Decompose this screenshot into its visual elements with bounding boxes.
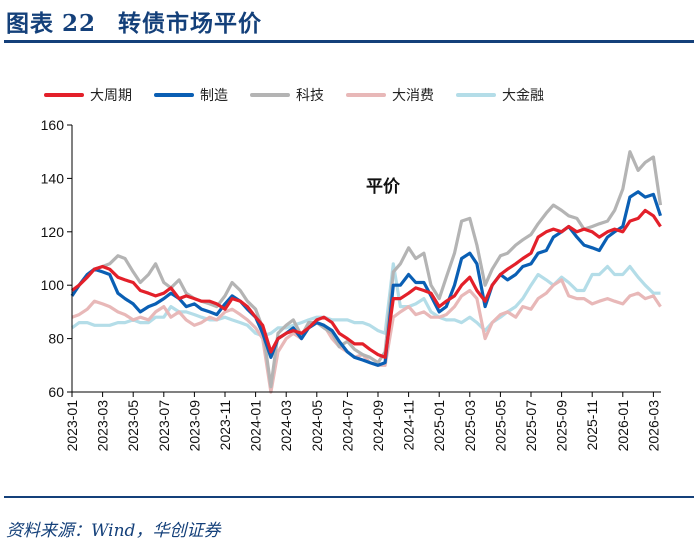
legend-item: 大消费 [346, 85, 434, 105]
x-tick-label: 2024-11 [401, 400, 417, 451]
x-tick-label: 2024-05 [309, 400, 325, 452]
legend: 大周期 制造 科技 大消费 大金融 [44, 85, 566, 105]
x-tick-label: 2025-05 [492, 400, 508, 452]
legend-swatch [456, 93, 496, 97]
figure-label: 图表 [6, 10, 54, 37]
legend-swatch [250, 93, 290, 97]
x-tick-label: 2024-09 [370, 400, 386, 452]
legend-item: 大金融 [456, 85, 544, 105]
legend-label: 大周期 [90, 88, 132, 104]
source-note: 资料来源：Wind，华创证券 [6, 521, 221, 541]
x-tick-label: 2025-07 [523, 400, 539, 452]
y-tick-label: 80 [48, 331, 64, 347]
chart-title: 转债市场平价 [118, 10, 263, 37]
x-tick-label: 2023-05 [125, 400, 141, 452]
x-tick-label: 2023-11 [217, 400, 233, 451]
legend-label: 制造 [200, 88, 228, 104]
legend-swatch [154, 93, 194, 97]
series-line-1 [71, 208, 662, 359]
legend-label: 科技 [296, 88, 324, 104]
legend-label: 大消费 [392, 88, 434, 104]
x-tick-label: 2025-03 [462, 400, 478, 452]
y-tick-label: 140 [41, 170, 65, 186]
y-tick-label: 60 [48, 384, 64, 400]
x-tick-label: 2023-07 [156, 400, 172, 452]
series-line-5 [71, 262, 661, 338]
series-line-4 [71, 278, 662, 394]
legend-item: 科技 [250, 85, 324, 105]
chart-plot: 60 80 100 120 140 160 2023-01 2023-03 2023-05 202… [41, 117, 663, 452]
x-tick-label: 2025-01 [431, 400, 447, 452]
legend-label: 大金融 [502, 88, 544, 104]
y-tick-label: 100 [41, 277, 65, 293]
figure-title: 图表 22 转债市场平价 [6, 4, 262, 38]
legend-item: 大周期 [44, 85, 132, 105]
x-tick-label: 2026-01 [615, 400, 631, 452]
x-tick-label: 2023-01 [64, 400, 80, 452]
x-tick-label: 2024-03 [278, 400, 294, 452]
y-tick-label: 160 [41, 117, 65, 133]
x-tick-label: 2023-03 [95, 400, 111, 452]
chart-annotation: 平价 [366, 177, 401, 197]
x-tick-label: 2024-07 [339, 400, 355, 452]
x-tick-label: 2026-03 [645, 400, 661, 452]
header-divider [4, 40, 694, 43]
x-tick-label: 2023-09 [186, 400, 202, 452]
x-tick-label: 2025-11 [584, 400, 600, 451]
legend-swatch [44, 93, 84, 97]
y-tick-label: 120 [41, 224, 65, 240]
footer-divider [4, 496, 694, 498]
x-tick-label: 2024-01 [248, 400, 264, 452]
legend-swatch [346, 93, 386, 97]
x-tick-label: 2025-09 [554, 400, 570, 452]
figure-number: 22 [62, 10, 97, 37]
legend-item: 制造 [154, 85, 228, 105]
